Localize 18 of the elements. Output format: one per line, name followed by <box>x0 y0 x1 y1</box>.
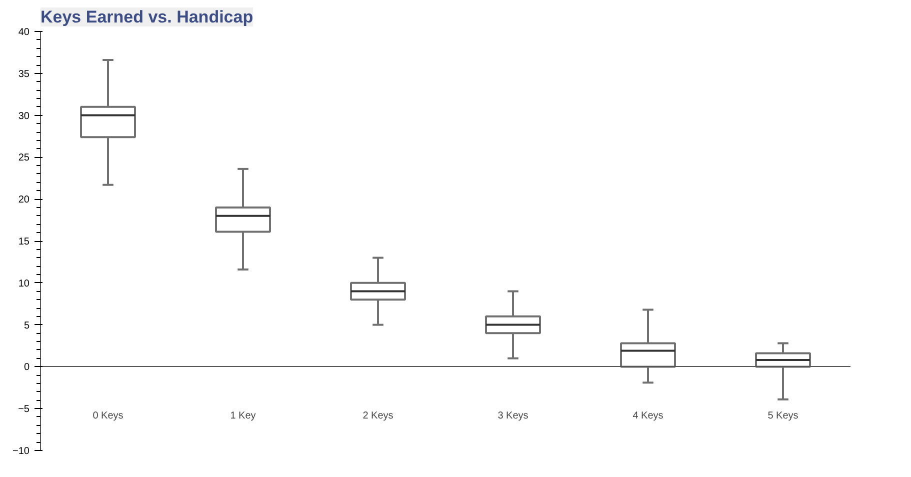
y-tick-label: 20 <box>18 194 30 206</box>
x-tick-label: 3 Keys <box>498 410 528 422</box>
y-tick-label: 25 <box>18 152 30 164</box>
y-tick-label: 30 <box>18 110 30 122</box>
y-tick-label: 35 <box>18 68 30 80</box>
y-tick-label: −5 <box>18 404 30 416</box>
x-tick-label: 2 Keys <box>362 410 394 422</box>
y-tick-label: 15 <box>18 236 30 248</box>
y-tick-label: −10 <box>12 446 30 457</box>
y-tick-label: 10 <box>18 278 30 290</box>
x-tick-label: 5 Keys <box>768 410 798 422</box>
y-tick-label: 5 <box>24 320 30 332</box>
x-tick-label: 0 Keys <box>92 410 124 422</box>
x-tick-label: 4 Keys <box>632 410 664 422</box>
y-tick-label: 40 <box>18 27 30 38</box>
x-tick-label: 1 Key <box>230 410 256 422</box>
y-tick-label: 0 <box>24 362 30 374</box>
chart-title: Keys Earned vs. Handicap <box>40 8 254 26</box>
